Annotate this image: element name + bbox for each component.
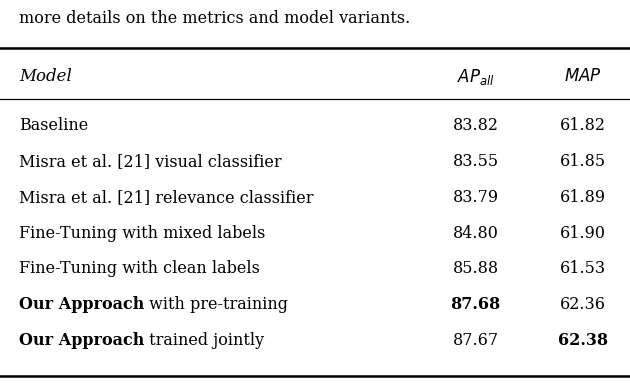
Text: 84.80: 84.80 — [453, 225, 498, 242]
Text: $MAP$: $MAP$ — [564, 68, 602, 85]
Text: more details on the metrics and model variants.: more details on the metrics and model va… — [19, 10, 410, 26]
Text: Fine-Tuning with mixed labels: Fine-Tuning with mixed labels — [19, 225, 265, 242]
Text: 87.68: 87.68 — [450, 296, 501, 313]
Text: 61.85: 61.85 — [559, 153, 606, 170]
Text: Misra et al. [21] relevance classifier: Misra et al. [21] relevance classifier — [19, 189, 313, 206]
Text: 85.88: 85.88 — [452, 260, 499, 277]
Text: 83.55: 83.55 — [452, 153, 499, 170]
Text: Our Approach: Our Approach — [19, 296, 144, 313]
Text: Misra et al. [21] visual classifier: Misra et al. [21] visual classifier — [19, 153, 282, 170]
Text: 61.89: 61.89 — [559, 189, 606, 206]
Text: Baseline: Baseline — [19, 118, 88, 134]
Text: 61.82: 61.82 — [559, 118, 606, 134]
Text: 83.79: 83.79 — [452, 189, 499, 206]
Text: 87.67: 87.67 — [452, 332, 499, 349]
Text: 83.82: 83.82 — [452, 118, 499, 134]
Text: trained jointly: trained jointly — [144, 332, 265, 349]
Text: Fine-Tuning with clean labels: Fine-Tuning with clean labels — [19, 260, 260, 277]
Text: 61.53: 61.53 — [559, 260, 606, 277]
Text: 61.90: 61.90 — [559, 225, 606, 242]
Text: 62.36: 62.36 — [559, 296, 606, 313]
Text: 62.38: 62.38 — [558, 332, 608, 349]
Text: $AP_{all}$: $AP_{all}$ — [457, 67, 495, 87]
Text: with pre-training: with pre-training — [144, 296, 289, 313]
Text: Model: Model — [19, 68, 72, 85]
Text: Our Approach: Our Approach — [19, 332, 144, 349]
